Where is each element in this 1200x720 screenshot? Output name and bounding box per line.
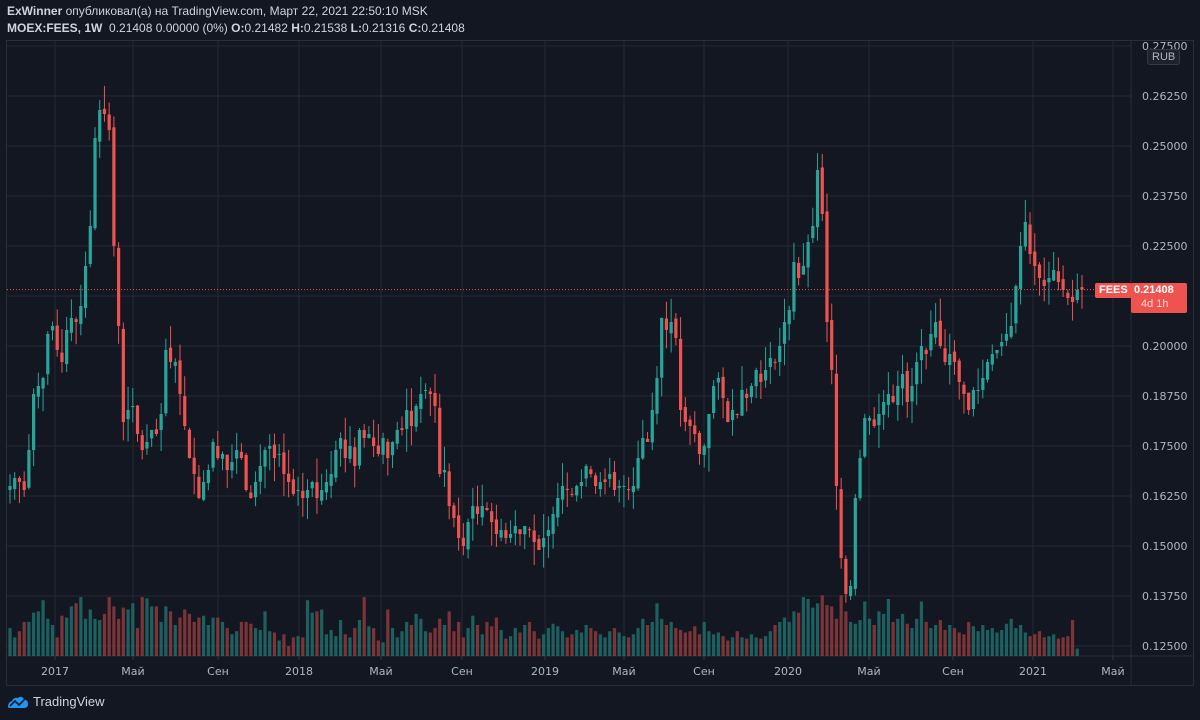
- tradingview-brand: TradingView: [33, 694, 105, 709]
- price-tick-label: 0.18750: [1142, 390, 1188, 403]
- time-tick-label: Май: [369, 665, 392, 678]
- price-tick-label: 0.12500: [1142, 640, 1188, 653]
- last-price-label: 0.21408 4d 1h: [1131, 283, 1187, 313]
- price-tick-label: 0.16250: [1142, 490, 1188, 503]
- time-tick-label: Сен: [207, 665, 229, 678]
- symbol-price-tag: FEES: [1095, 283, 1132, 298]
- price-tick-label: 0.22500: [1142, 240, 1188, 253]
- time-tick-label: 2019: [531, 665, 559, 678]
- tradingview-cloud-icon: [8, 696, 28, 708]
- last-value: 0.21408: [109, 21, 153, 35]
- time-tick-label: Май: [857, 665, 880, 678]
- time-tick-label: Сен: [693, 665, 715, 678]
- price-tick-label: 0.17500: [1142, 440, 1188, 453]
- time-tick-label: Сен: [942, 665, 964, 678]
- low-value: 0.21316: [361, 21, 406, 35]
- symbol-legend: MOEX:FEES, 1W 0.21408 0.00000 (0%) O:0.2…: [7, 21, 465, 35]
- time-tick-label: 2021: [1019, 665, 1047, 678]
- currency-badge[interactable]: RUB: [1147, 49, 1181, 65]
- price-tick-label: 0.15000: [1142, 540, 1188, 553]
- time-tick-label: 2020: [774, 665, 802, 678]
- time-tick-label: Май: [612, 665, 635, 678]
- close-value: 0.21408: [421, 21, 465, 35]
- price-tick-label: 0.20000: [1142, 340, 1188, 353]
- price-tick-label: 0.23750: [1142, 190, 1188, 203]
- published-text: опубликовал(а) на TradingView.com, Март …: [65, 4, 428, 18]
- author-name: ExWinner: [7, 4, 63, 18]
- time-tick-label: Сен: [451, 665, 473, 678]
- last-price-value: 0.21408: [1134, 284, 1174, 296]
- time-tick-label: 2017: [41, 665, 69, 678]
- time-tick-label: Май: [1101, 665, 1124, 678]
- price-tick-label: 0.13750: [1142, 590, 1188, 603]
- time-tick-label: Май: [121, 665, 144, 678]
- time-tick-label: 2018: [285, 665, 313, 678]
- open-value: 0.21482: [244, 21, 288, 35]
- symbol-name: MOEX:FEES, 1W: [7, 21, 103, 35]
- change-value: 0.00000 (0%): [155, 21, 228, 35]
- price-tick-label: 0.26250: [1142, 90, 1188, 103]
- price-tick-label: 0.25000: [1142, 140, 1188, 153]
- high-value: 0.21538: [303, 21, 348, 35]
- tradingview-logo[interactable]: TradingView: [7, 694, 105, 709]
- publish-info: ExWinner опубликовал(а) на TradingView.c…: [7, 4, 428, 18]
- chart-frame: [6, 40, 1194, 686]
- bar-countdown: 4d 1h: [1141, 298, 1169, 310]
